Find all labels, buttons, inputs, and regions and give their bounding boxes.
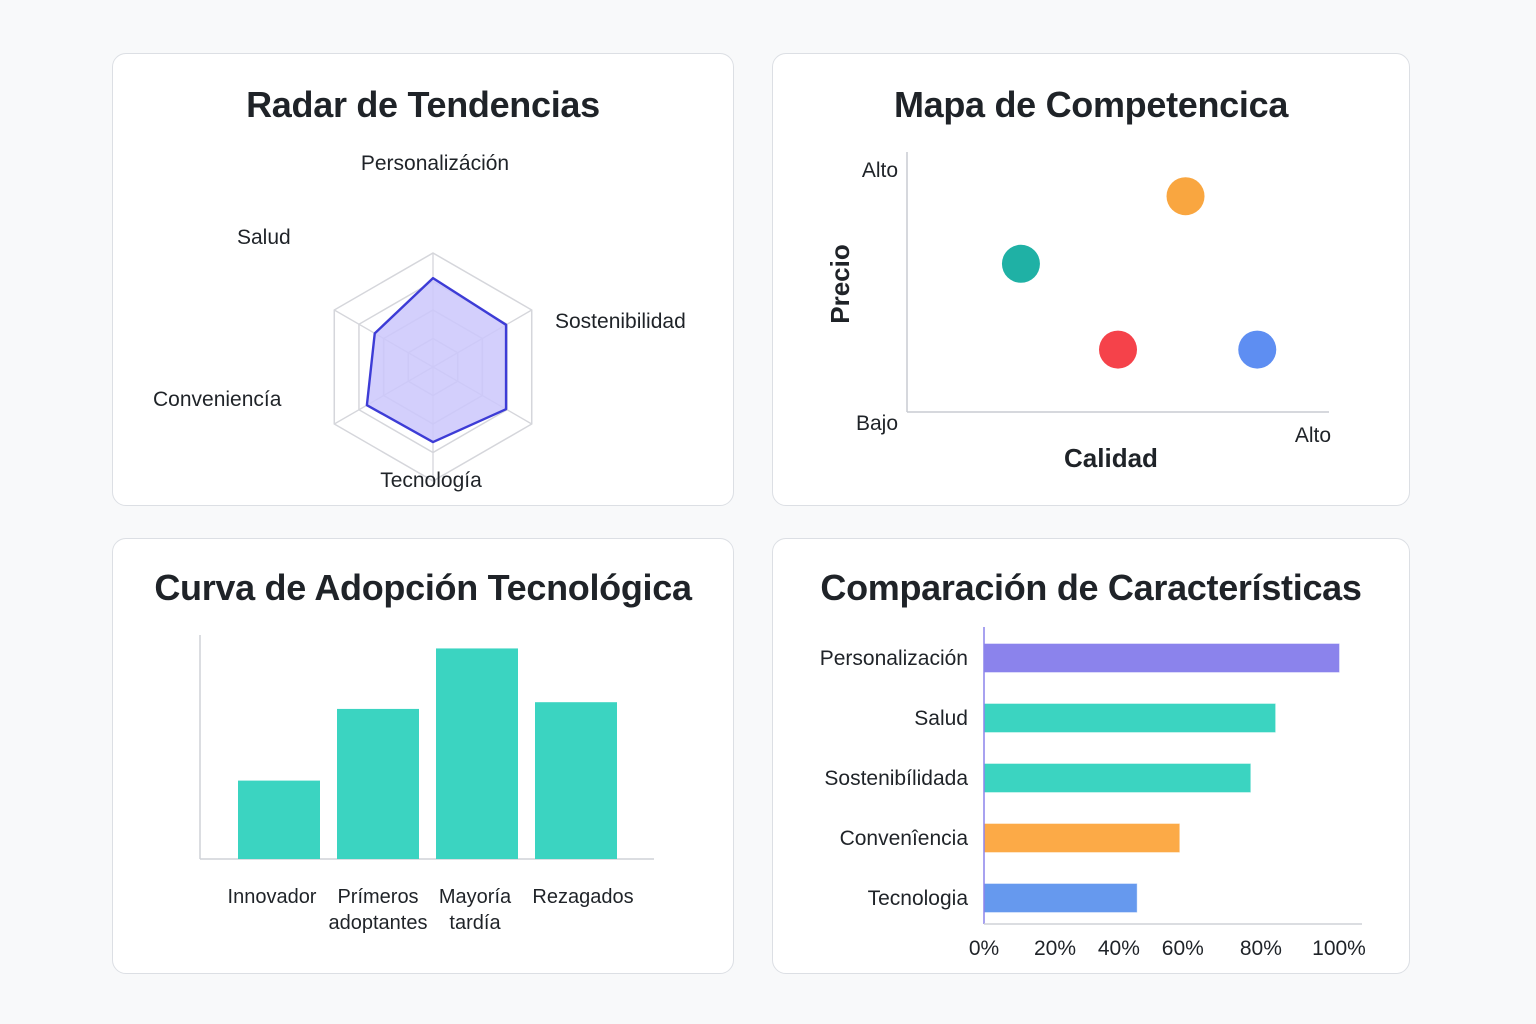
hbar-x-tick-label: 40% [1098,937,1140,960]
bar-category-label: Prímeros [337,886,418,908]
hbar-card: Comparación de Características Personali… [772,538,1410,974]
bar-mark [337,708,419,859]
scatter-x-tick-high: Alto [1295,424,1331,447]
hbar-x-tick-label: 80% [1240,937,1282,960]
scatter-card: Mapa de Competencica Alto Bajo Alto Calidad… [772,53,1410,506]
radar-axis-label: Conveniencía [153,388,282,411]
hbar-category-label: Convenîencia [840,827,969,850]
bar-category-label: tardía [449,912,501,934]
scatter-x-tick-low: Bajo [856,412,898,435]
hbar-mark [983,643,1340,673]
scatter-point [1238,330,1277,369]
radar-series-area [365,276,508,444]
radar-axis-label: Sostenibilidad [555,310,686,333]
hbar-category-label: Tecnologia [868,887,969,910]
hbar-category-label: Personalización [820,647,968,670]
bar-title: Curva de Adopción Tecnológica [154,567,692,608]
bar-mark [436,648,518,859]
hbar-mark [983,823,1180,853]
scatter-point [1099,330,1137,369]
hbar-x-tick-label: 20% [1034,937,1076,960]
hbar-chart: Personalización Salud Sostenibílidada Conve… [820,627,1366,960]
hbar-x-tick-label: 100% [1312,937,1366,960]
scatter-title: Mapa de Competencica [893,84,1289,125]
hbar-title: Comparación de Características [820,567,1362,608]
bar-category-label: Innovador [228,886,317,908]
scatter-y-tick-high: Alto [862,159,898,182]
hbar-mark [983,703,1276,733]
hbar-mark [983,883,1138,913]
bar-category-label: adoptantes [329,912,428,934]
bar-category-label: Rezagados [532,886,633,908]
scatter-y-label: Precio [825,244,855,324]
scatter-point [1001,244,1040,283]
hbar-category-label: Salud [914,707,968,730]
hbar-category-label: Sostenibílidada [824,767,968,790]
radar-title: Radar de Tendencias [246,84,600,125]
radar-chart: Personalizáción Sostenibilidad Tecnología C… [153,152,686,492]
radar-axis-label: Personalizáción [361,152,509,175]
scatter-point [1166,177,1205,216]
scatter-x-label: Calidad [1064,443,1158,473]
scatter-chart: Alto Bajo Alto Calidad Precio [825,152,1331,473]
hbar-mark [983,763,1251,793]
radar-card: Radar de Tendencias Personalizáción Soste… [112,53,734,506]
bar-chart: Innovador Prímeros adoptantes Mayoría tardía… [199,635,654,934]
bar-card: Curva de Adopción Tecnológica Innovador P… [112,538,734,974]
radar-axis-label: Tecnología [380,469,482,492]
bar-category-label: Mayoría [439,886,512,908]
hbar-x-tick-label: 60% [1162,937,1204,960]
radar-axis-label: Salud [237,226,291,249]
bar-mark [238,780,320,859]
bar-mark [535,702,617,859]
hbar-x-tick-label: 0% [969,937,999,960]
